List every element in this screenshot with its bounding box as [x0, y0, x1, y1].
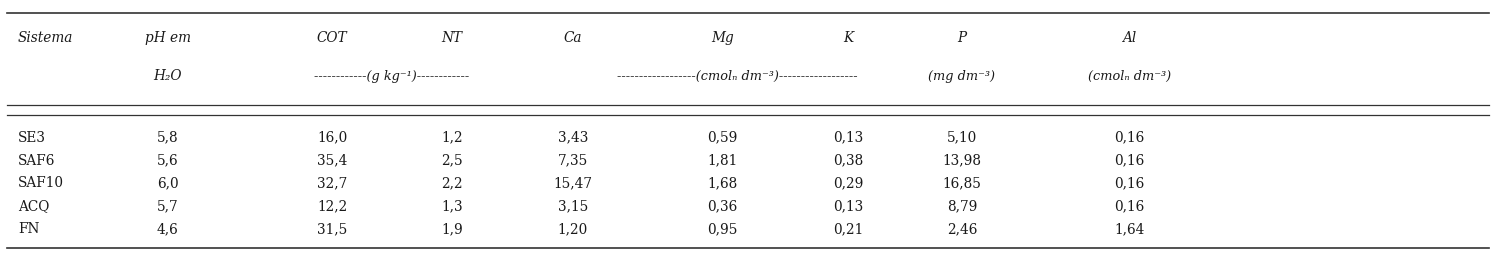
Text: 1,81: 1,81	[708, 154, 738, 167]
Text: 5,10: 5,10	[947, 131, 977, 144]
Text: 2,46: 2,46	[947, 222, 977, 236]
Text: 0,16: 0,16	[1115, 176, 1144, 190]
Text: 1,3: 1,3	[441, 199, 462, 213]
Text: 1,20: 1,20	[558, 222, 588, 236]
Text: 0,13: 0,13	[833, 199, 863, 213]
Text: Ca: Ca	[564, 31, 582, 45]
Text: 6,0: 6,0	[157, 176, 178, 190]
Text: 1,64: 1,64	[1115, 222, 1144, 236]
Text: H₂O: H₂O	[153, 69, 183, 83]
Text: SAF10: SAF10	[18, 176, 64, 190]
Text: 13,98: 13,98	[942, 154, 981, 167]
Text: 31,5: 31,5	[317, 222, 347, 236]
Text: 0,16: 0,16	[1115, 131, 1144, 144]
Text: 3,15: 3,15	[558, 199, 588, 213]
Text: 7,35: 7,35	[558, 154, 588, 167]
Text: 1,9: 1,9	[441, 222, 462, 236]
Text: 8,79: 8,79	[947, 199, 977, 213]
Text: 5,6: 5,6	[157, 154, 178, 167]
Text: NT: NT	[441, 31, 462, 45]
Text: ACQ: ACQ	[18, 199, 49, 213]
Text: 16,85: 16,85	[942, 176, 981, 190]
Text: P: P	[957, 31, 966, 45]
Text: pH em: pH em	[145, 31, 190, 45]
Text: ------------(g kg⁻¹)------------: ------------(g kg⁻¹)------------	[314, 70, 470, 83]
Text: SAF6: SAF6	[18, 154, 55, 167]
Text: 2,2: 2,2	[441, 176, 462, 190]
Text: 0,95: 0,95	[708, 222, 738, 236]
Text: 0,36: 0,36	[708, 199, 738, 213]
Text: K: K	[844, 31, 853, 45]
Text: 15,47: 15,47	[554, 176, 592, 190]
Text: 3,43: 3,43	[558, 131, 588, 144]
Text: Al: Al	[1122, 31, 1137, 45]
Text: (mg dm⁻³): (mg dm⁻³)	[929, 70, 995, 83]
Text: 0,59: 0,59	[708, 131, 738, 144]
Text: 0,16: 0,16	[1115, 199, 1144, 213]
Text: 4,6: 4,6	[157, 222, 178, 236]
Text: 2,5: 2,5	[441, 154, 462, 167]
Text: 12,2: 12,2	[317, 199, 347, 213]
Text: Mg: Mg	[711, 31, 735, 45]
Text: 16,0: 16,0	[317, 131, 347, 144]
Text: 0,13: 0,13	[833, 131, 863, 144]
Text: 1,2: 1,2	[441, 131, 462, 144]
Text: 0,16: 0,16	[1115, 154, 1144, 167]
Text: 35,4: 35,4	[317, 154, 347, 167]
Text: 5,8: 5,8	[157, 131, 178, 144]
Text: 1,68: 1,68	[708, 176, 738, 190]
Text: ------------------(cmolₙ dm⁻³)------------------: ------------------(cmolₙ dm⁻³)----------…	[616, 70, 857, 83]
Text: Sistema: Sistema	[18, 31, 73, 45]
Text: 5,7: 5,7	[157, 199, 178, 213]
Text: SE3: SE3	[18, 131, 46, 144]
Text: 0,38: 0,38	[833, 154, 863, 167]
Text: 0,29: 0,29	[833, 176, 863, 190]
Text: COT: COT	[317, 31, 347, 45]
Text: (cmolₙ dm⁻³): (cmolₙ dm⁻³)	[1088, 70, 1171, 83]
Text: 32,7: 32,7	[317, 176, 347, 190]
Text: FN: FN	[18, 222, 39, 236]
Text: 0,21: 0,21	[833, 222, 863, 236]
